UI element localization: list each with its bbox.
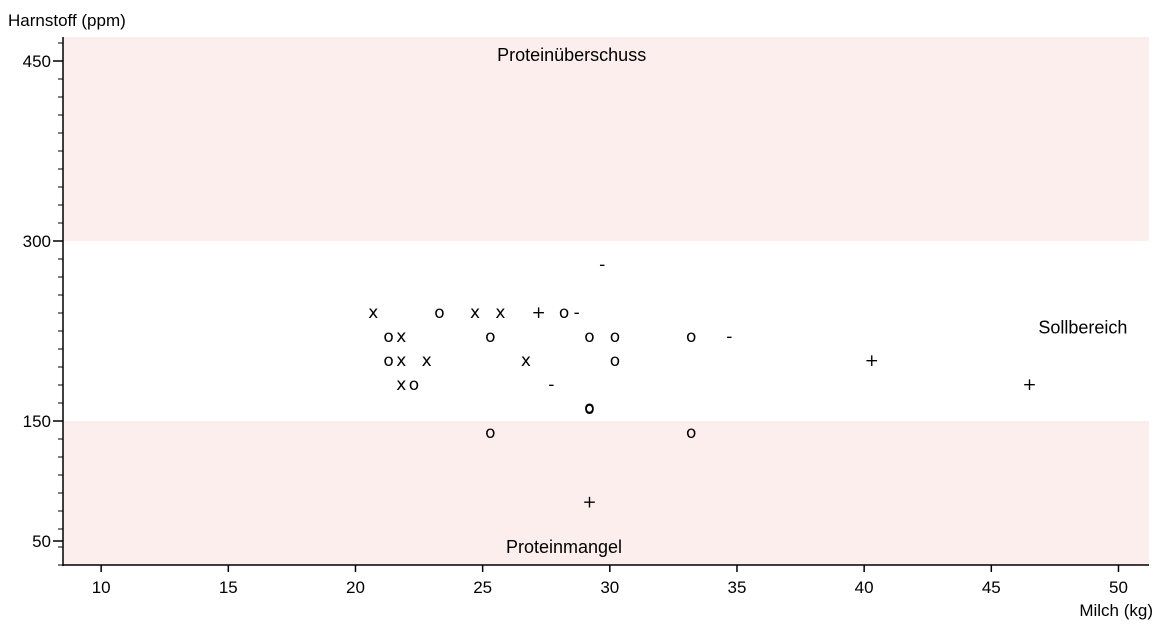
data-point: o — [584, 398, 594, 418]
x-tick-label: 45 — [982, 578, 1001, 597]
x-tick-label: 50 — [1109, 578, 1128, 597]
data-point: o — [409, 375, 419, 395]
data-point: o — [686, 327, 696, 347]
data-point: + — [865, 351, 879, 371]
data-point: o — [485, 327, 495, 347]
data-point: + — [1022, 375, 1036, 395]
data-point: o — [383, 327, 393, 347]
band-2 — [63, 421, 1149, 565]
y-tick-label: 450 — [23, 52, 51, 71]
data-point: - — [726, 327, 732, 347]
data-point: x — [521, 351, 531, 371]
data-point: + — [582, 493, 596, 513]
y-axis-label: Harnstoff (ppm) — [8, 11, 126, 30]
data-point: - — [548, 375, 554, 395]
axis-ticks: 50 150 300 450 10 15 20 25 30 35 40 45 50 — [23, 42, 1128, 597]
x-tick-label: 10 — [92, 578, 111, 597]
data-point: - — [574, 303, 580, 323]
data-point: o — [686, 423, 696, 443]
data-point: o — [383, 351, 393, 371]
x-tick-label: 35 — [728, 578, 747, 597]
data-point: x — [495, 303, 505, 323]
data-point: x — [422, 351, 432, 371]
zone-labels: Proteinüberschuss Sollbereich Proteinmange… — [497, 45, 1127, 557]
data-point: o — [434, 303, 444, 323]
data-point: o — [610, 327, 620, 347]
band-1 — [63, 241, 1149, 421]
axes — [62, 37, 1149, 566]
band-0 — [63, 37, 1149, 241]
data-point: o — [584, 327, 594, 347]
data-point: - — [599, 255, 605, 275]
y-tick-label: 150 — [23, 412, 51, 431]
data-point: + — [531, 303, 545, 323]
zone-label: Sollbereich — [1038, 317, 1127, 337]
data-points: xo xo x xx oo x xox+ o --o oo-ooo+o -o++ — [368, 255, 1036, 513]
x-axis-label: Milch (kg) — [1079, 601, 1153, 620]
x-tick-label: 40 — [855, 578, 874, 597]
y-tick-label: 50 — [32, 532, 51, 551]
data-point: o — [584, 399, 594, 419]
data-point: o — [559, 303, 569, 323]
x-tick-label: 15 — [219, 578, 238, 597]
x-tick-label: 20 — [346, 578, 365, 597]
data-point: x — [368, 303, 378, 323]
y-tick-label: 300 — [23, 232, 51, 251]
zone-bands — [63, 37, 1149, 565]
x-tick-label: 30 — [600, 578, 619, 597]
data-point: x — [396, 327, 406, 347]
data-point: x — [470, 303, 480, 323]
x-tick-label: 25 — [473, 578, 492, 597]
zone-label: Proteinüberschuss — [497, 45, 646, 65]
data-point: o — [485, 423, 495, 443]
data-point: x — [396, 351, 406, 371]
zone-label: Proteinmangel — [506, 537, 622, 557]
data-point: x — [396, 375, 406, 395]
data-point: o — [610, 351, 620, 371]
